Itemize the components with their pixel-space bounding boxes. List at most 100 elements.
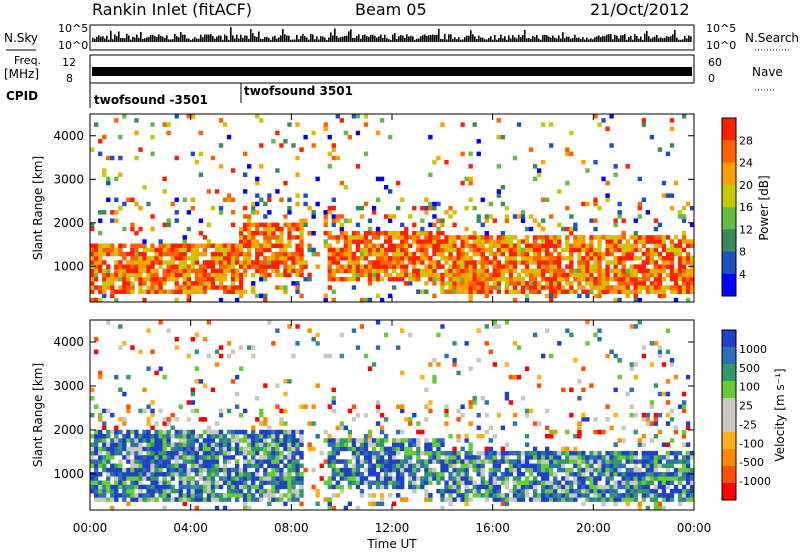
heatmap-cell <box>649 463 655 469</box>
heatmap-cell <box>528 272 534 278</box>
heatmap-cell <box>504 289 510 294</box>
heatmap-cell <box>263 235 268 240</box>
heatmap-cell <box>633 412 638 418</box>
heatmap-cell <box>496 268 502 274</box>
heatmap-cell <box>130 493 135 498</box>
heatmap-cell <box>436 488 441 494</box>
heatmap-cell <box>528 408 534 414</box>
heatmap-cell <box>126 493 131 498</box>
heatmap-cell <box>255 180 260 186</box>
heatmap-cell <box>665 442 671 447</box>
heatmap-cell <box>653 484 659 490</box>
heatmap-cell <box>637 476 642 481</box>
heatmap-cell <box>210 251 216 257</box>
heatmap-cell <box>222 251 228 257</box>
heatmap-cell <box>677 459 683 464</box>
heatmap-cell <box>689 450 695 456</box>
heatmap-cell <box>367 272 373 278</box>
heatmap-cell <box>492 276 497 282</box>
heatmap-cell <box>190 289 195 294</box>
heatmap-cell <box>605 450 610 456</box>
heatmap-cell <box>581 260 586 265</box>
heatmap-cell <box>565 493 570 498</box>
heatmap-cell <box>444 243 449 248</box>
heatmap-cell <box>275 463 280 469</box>
heatmap-cell <box>460 122 465 127</box>
heatmap-cell <box>355 467 361 473</box>
heatmap-cell <box>214 480 220 485</box>
noise-bar <box>212 35 214 42</box>
heatmap-cell <box>162 272 167 278</box>
heatmap-cell <box>339 353 344 359</box>
heatmap-cell <box>476 488 481 494</box>
heatmap-cell <box>367 450 373 456</box>
heatmap-cell <box>496 239 502 244</box>
heatmap-cell <box>271 230 276 236</box>
heatmap-cell <box>255 484 260 490</box>
heatmap-cell <box>476 412 481 418</box>
heatmap-cell <box>464 438 469 443</box>
heatmap-cell <box>263 256 268 261</box>
heatmap-cell <box>102 276 107 282</box>
heatmap-cell <box>448 501 453 507</box>
noise-bar <box>324 37 326 42</box>
heatmap-cell <box>436 276 441 282</box>
noise-bar <box>130 39 132 42</box>
heatmap-cell <box>218 260 224 265</box>
heatmap-cell <box>158 251 163 257</box>
heatmap-cell <box>263 297 268 303</box>
heatmap-cell <box>488 484 493 490</box>
heatmap-cell <box>375 293 381 299</box>
noise-bar <box>250 29 252 42</box>
heatmap-cell <box>512 480 518 485</box>
heatmap-cell <box>295 459 300 464</box>
noise-bar <box>532 36 534 42</box>
heatmap-cell <box>396 493 401 498</box>
heatmap-cell <box>182 442 187 447</box>
heatmap-cell <box>617 201 622 207</box>
heatmap-cell <box>488 349 493 355</box>
noise-bar <box>456 39 458 42</box>
heatmap-cell <box>142 247 147 253</box>
noise-bar <box>652 37 654 42</box>
heatmap-cell <box>162 251 167 257</box>
heatmap-cell <box>210 497 216 502</box>
heatmap-cell <box>416 239 421 244</box>
heatmap-cell <box>283 484 288 490</box>
noise-bar <box>642 39 644 42</box>
heatmap-cell <box>621 480 626 485</box>
heatmap-cell <box>271 442 276 447</box>
heatmap-cell <box>279 421 284 426</box>
heatmap-cell <box>468 268 473 274</box>
heatmap-cell <box>114 251 119 257</box>
noise-bar <box>260 38 262 42</box>
heatmap-cell <box>553 476 558 481</box>
heatmap-cell <box>549 493 554 498</box>
heatmap-cell <box>347 268 353 274</box>
heatmap-cell <box>400 197 405 203</box>
heatmap-cell <box>214 247 220 253</box>
heatmap-cell <box>263 476 268 481</box>
heatmap-cell <box>287 272 292 278</box>
heatmap-cell <box>251 345 256 350</box>
heatmap-cell <box>452 276 457 282</box>
heatmap-cell <box>484 412 489 418</box>
heatmap-cell <box>295 222 300 228</box>
heatmap-cell <box>609 268 614 274</box>
heatmap-cell <box>343 239 349 244</box>
heatmap-cell <box>689 268 695 274</box>
heatmap-cell <box>251 425 256 431</box>
heatmap-cell <box>375 421 381 426</box>
heatmap-cell <box>267 488 272 494</box>
heatmap-cell <box>343 463 349 469</box>
heatmap-cell <box>210 155 216 161</box>
velocity-heatmap <box>90 320 695 511</box>
heatmap-cell <box>516 247 522 253</box>
heatmap-cell <box>617 281 622 286</box>
heatmap-cell <box>251 201 256 207</box>
heatmap-cell <box>110 472 115 477</box>
heatmap-cell <box>653 434 659 439</box>
heatmap-cell <box>681 264 687 269</box>
heatmap-cell <box>279 438 284 443</box>
